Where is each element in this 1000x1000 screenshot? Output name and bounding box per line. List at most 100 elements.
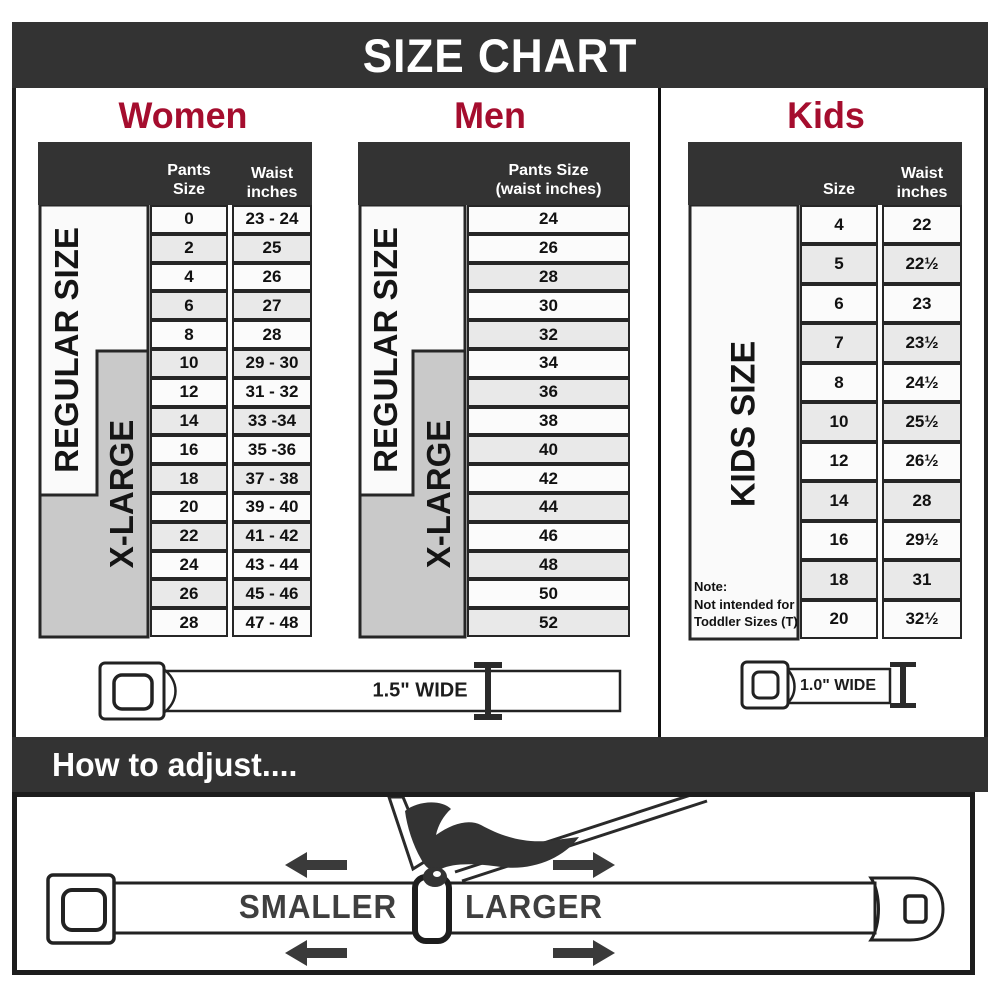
- kids-note: Note: Not intended for Toddler Sizes (T): [694, 579, 798, 630]
- table-cell: 20: [800, 599, 878, 639]
- table-cell: 30: [467, 291, 630, 321]
- arrow-left-bottom-icon: [285, 940, 347, 966]
- table-cell: 8: [800, 362, 878, 403]
- table-cell: 34: [467, 348, 630, 378]
- table-cell: 5: [800, 244, 878, 284]
- table-cell: 28: [150, 608, 228, 637]
- kids-belt-width-label: 1.0" WIDE: [799, 677, 877, 694]
- smaller-label: SMALLER: [238, 888, 398, 925]
- table-cell: 23 - 24: [232, 205, 312, 234]
- larger-label: LARGER: [464, 888, 604, 925]
- table-cell: 6: [800, 283, 878, 324]
- table-cell: 45 - 46: [232, 579, 312, 609]
- table-cell: 29 - 30: [232, 348, 312, 378]
- table-cell: 36: [467, 377, 630, 407]
- women-size-column-header: Pants Size: [167, 162, 211, 198]
- table-cell: 25½: [882, 402, 962, 442]
- table-cell: 28: [467, 262, 630, 292]
- women-waist-column-header: Waist inches: [246, 165, 298, 201]
- adult-belt-width-label: 1.5" WIDE: [372, 679, 468, 702]
- table-cell: 33 -34: [232, 406, 312, 436]
- table-cell: 27: [232, 291, 312, 321]
- table-cell: 41 - 42: [232, 521, 312, 551]
- page-title: SIZE CHART: [362, 28, 638, 82]
- table-cell: 32½: [882, 599, 962, 639]
- table-cell: 39 - 40: [232, 492, 312, 522]
- men-regular-size-label: REGULAR SIZE: [367, 227, 404, 473]
- table-cell: 23½: [882, 323, 962, 363]
- table-cell: 8: [150, 320, 228, 349]
- women-size-column: 0 2 4 6 8 10 12 14 16 18 20 22 24 26 28: [150, 205, 228, 637]
- women-regular-size-label: REGULAR SIZE: [48, 227, 85, 473]
- table-cell: 22: [882, 205, 962, 245]
- table-cell: 48: [467, 550, 630, 580]
- hand-illustration: [386, 795, 579, 887]
- men-table-header: Pants Size (waist inches): [358, 142, 630, 205]
- table-cell: 10: [150, 348, 228, 378]
- table-cell: 16: [800, 520, 878, 561]
- table-cell: 7: [800, 323, 878, 363]
- table-cell: 24½: [882, 362, 962, 403]
- kids-waist-column: 22 22½ 23 23½ 24½ 25½ 26½ 28 29½ 31 32½: [882, 205, 962, 639]
- table-cell: 20: [150, 492, 228, 522]
- table-cell: 22½: [882, 244, 962, 284]
- table-cell: 32: [467, 320, 630, 349]
- adjust-arrows: [285, 852, 615, 966]
- men-section-title: Men: [454, 95, 526, 136]
- table-cell: 47 - 48: [232, 608, 312, 637]
- adjust-belt-illustration: [46, 790, 945, 966]
- table-cell: 44: [467, 492, 630, 522]
- arrow-right-top-icon: [553, 852, 615, 878]
- how-to-adjust-bar: How to adjust....: [12, 737, 988, 792]
- table-cell: 18: [800, 560, 878, 600]
- table-cell: 4: [800, 205, 878, 245]
- women-section-title: Women: [118, 95, 248, 136]
- table-cell: 26: [232, 262, 312, 292]
- table-cell: 52: [467, 608, 630, 637]
- table-cell: 29½: [882, 520, 962, 561]
- table-cell: 31 - 32: [232, 377, 312, 407]
- kids-size-column-header: Size: [822, 180, 855, 198]
- table-cell: 28: [232, 320, 312, 349]
- women-xlarge-label: X-LARGE: [103, 419, 140, 569]
- table-cell: 46: [467, 521, 630, 551]
- adjust-illustration-box: [12, 790, 975, 975]
- women-waist-column: 23 - 24 25 26 27 28 29 - 30 31 - 32 33 -34 35 -3…: [232, 205, 312, 637]
- arrow-right-bottom-icon: [553, 940, 615, 966]
- table-cell: 26: [467, 233, 630, 263]
- kids-waist-column-header: Waist inches: [896, 165, 948, 201]
- how-to-adjust-title: How to adjust....: [52, 745, 298, 783]
- men-size-column: 24 26 28 30 32 34 36 38 40 42 44 46 48 50 52: [467, 205, 630, 637]
- table-cell: 25: [232, 233, 312, 263]
- table-cell: 18: [150, 464, 228, 493]
- table-cell: 50: [467, 579, 630, 609]
- table-cell: 37 - 38: [232, 464, 312, 493]
- table-cell: 24: [467, 205, 630, 234]
- table-cell: 43 - 44: [232, 550, 312, 580]
- table-cell: 16: [150, 435, 228, 465]
- table-cell: 4: [150, 262, 228, 292]
- table-cell: 10: [800, 402, 878, 442]
- vertical-divider: [658, 88, 661, 737]
- table-cell: 12: [150, 377, 228, 407]
- table-cell: 26½: [882, 441, 962, 482]
- table-cell: 22: [150, 521, 228, 551]
- table-cell: 38: [467, 406, 630, 436]
- belt-strap: [111, 881, 877, 935]
- kids-size-column: 4 5 6 7 8 10 12 14 16 18 20: [800, 205, 878, 639]
- table-cell: 0: [150, 205, 228, 234]
- table-cell: 14: [150, 406, 228, 436]
- table-cell: 42: [467, 464, 630, 493]
- men-xlarge-label: X-LARGE: [420, 419, 457, 569]
- table-cell: 24: [150, 550, 228, 580]
- kids-table-header: Size Waist inches: [688, 142, 962, 205]
- table-cell: 12: [800, 441, 878, 482]
- men-size-column-header: Pants Size (waist inches): [495, 162, 602, 198]
- table-cell: 35 -36: [232, 435, 312, 465]
- table-cell: 23: [882, 283, 962, 324]
- kids-section-title: Kids: [787, 95, 865, 136]
- kids-size-band-label: KIDS SIZE: [724, 340, 763, 508]
- size-chart-header-bar: SIZE CHART: [12, 22, 988, 88]
- table-cell: 6: [150, 291, 228, 321]
